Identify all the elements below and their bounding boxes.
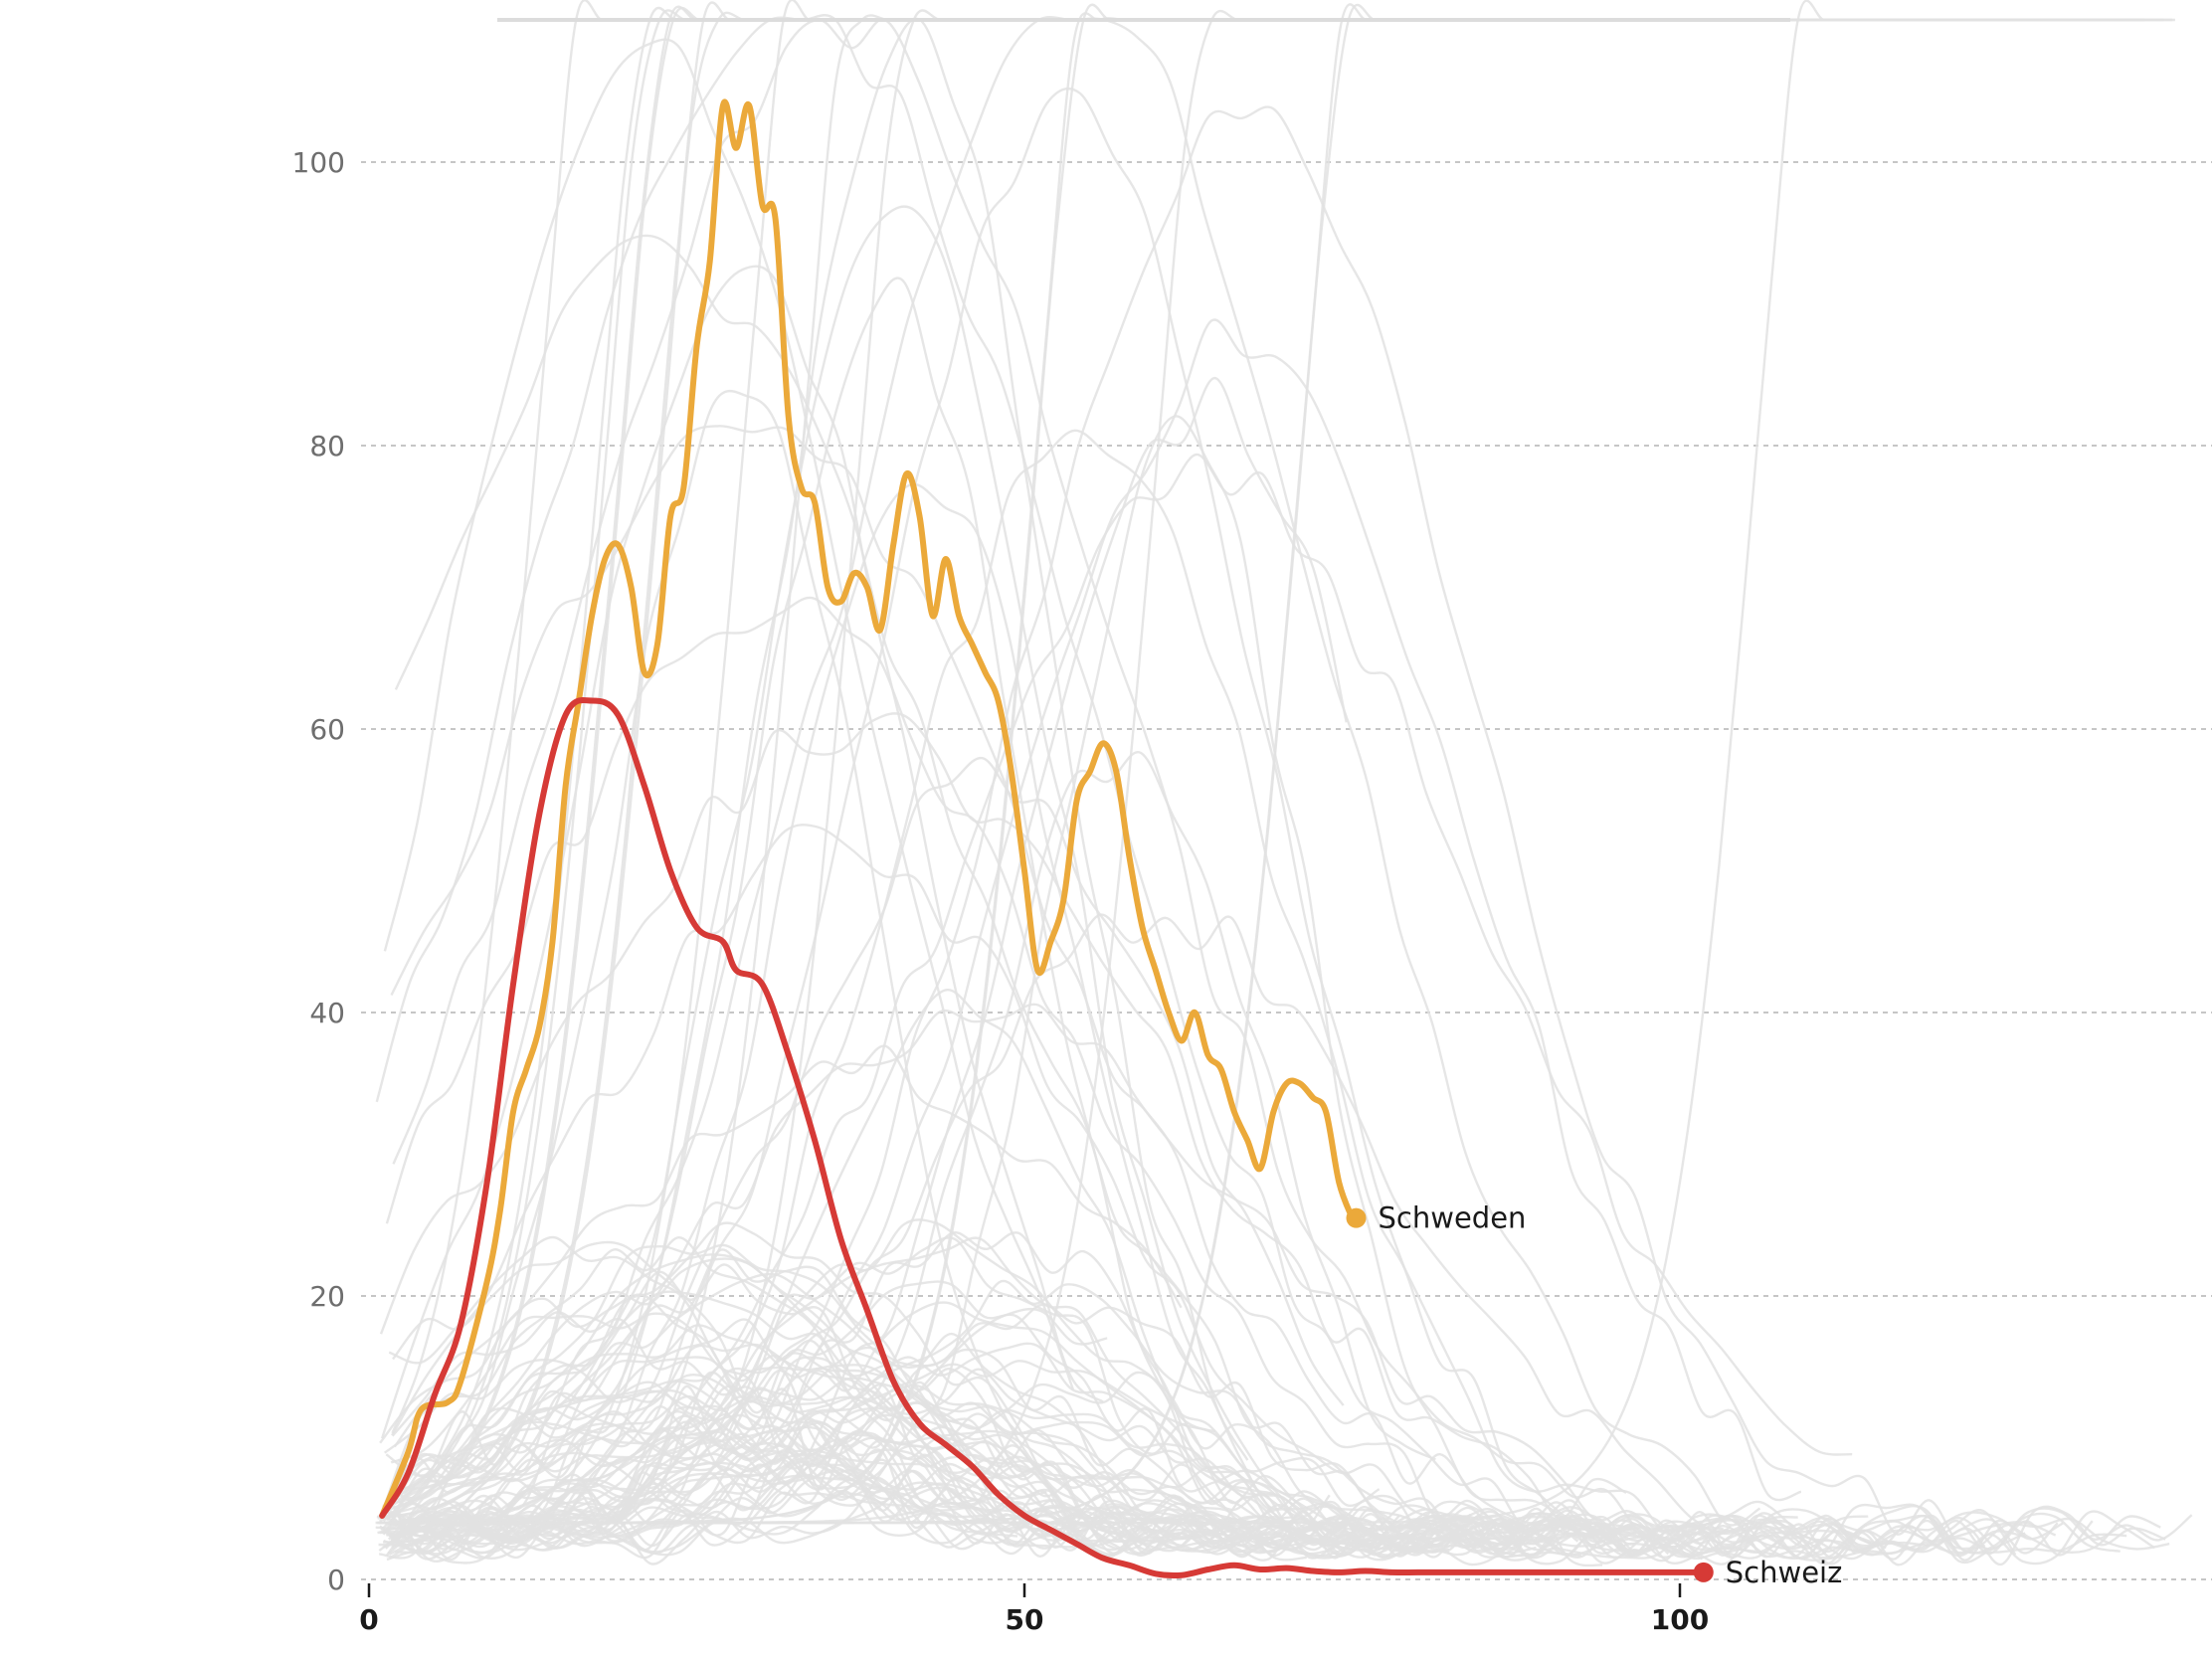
series-label-schweden: Schweden xyxy=(1379,1201,1527,1235)
background-line xyxy=(387,1406,1996,1560)
background-line xyxy=(395,1231,1216,1555)
background-line xyxy=(387,1303,2027,1560)
background-line xyxy=(395,377,1348,1555)
background-line xyxy=(387,1368,2094,1557)
background-line xyxy=(400,1426,1123,1551)
series-layer xyxy=(379,98,1714,1582)
background-line xyxy=(390,1374,1310,1555)
x-tick-label-50: 50 xyxy=(1006,1603,1044,1636)
background-line xyxy=(391,87,2064,1562)
background-line xyxy=(391,824,1835,1561)
y-tick-label-40: 40 xyxy=(309,997,345,1029)
background-line xyxy=(383,1455,2057,1557)
series-endpoint-schweden xyxy=(1346,1207,1367,1228)
series-line-schweiz xyxy=(379,697,1703,1579)
series-label-schweiz: Schweiz xyxy=(1726,1556,1843,1589)
background-line xyxy=(379,276,1626,1566)
background-lines xyxy=(375,0,2193,1567)
x-tick-label-0: 0 xyxy=(359,1603,378,1636)
background-line xyxy=(398,1386,1154,1544)
background-line xyxy=(399,1324,2170,1559)
background-line xyxy=(389,1444,1636,1560)
label-layer: Schweden Schweiz xyxy=(1379,1201,1843,1589)
y-tick-label-100: 100 xyxy=(292,146,345,179)
background-line xyxy=(397,1343,1153,1535)
y-tick-label-60: 60 xyxy=(309,713,345,746)
background-line xyxy=(386,1307,1108,1560)
background-line xyxy=(393,1332,1443,1551)
background-line xyxy=(390,1236,1276,1549)
background-line xyxy=(380,265,1104,1439)
background-line xyxy=(388,105,2193,1560)
background-line xyxy=(388,415,1798,1566)
y-tick-label-20: 20 xyxy=(309,1280,345,1313)
series-line-schweden xyxy=(379,98,1356,1519)
background-line xyxy=(383,38,1075,1390)
background-line xyxy=(379,712,1627,1520)
background-line xyxy=(385,429,2026,1565)
background-line xyxy=(386,482,1666,1561)
series-endpoint-schweiz xyxy=(1693,1562,1714,1582)
background-line xyxy=(383,1358,1794,1560)
background-line xyxy=(401,1421,1582,1558)
background-line xyxy=(386,1451,1732,1557)
background-line xyxy=(386,1412,1633,1559)
axis-layer: 0 20 40 60 80 100 0 50 100 xyxy=(292,146,1710,1636)
background-line xyxy=(386,751,1436,1565)
background-line xyxy=(388,1430,1537,1558)
background-line xyxy=(392,757,1345,1554)
background-line xyxy=(378,1279,1887,1561)
background-line xyxy=(390,205,2161,1567)
grid-layer xyxy=(361,161,2212,1580)
background-line xyxy=(385,596,1633,1555)
background-line xyxy=(396,3,1655,1525)
y-tick-label-80: 80 xyxy=(309,430,345,462)
x-tick-label-100: 100 xyxy=(1651,1603,1709,1636)
background-line xyxy=(392,18,1869,1561)
background-line xyxy=(377,11,1479,1520)
y-tick-label-0: 0 xyxy=(327,1564,345,1596)
background-line xyxy=(394,17,1249,1564)
background-line xyxy=(382,1003,1793,1533)
background-line xyxy=(377,453,1853,1538)
